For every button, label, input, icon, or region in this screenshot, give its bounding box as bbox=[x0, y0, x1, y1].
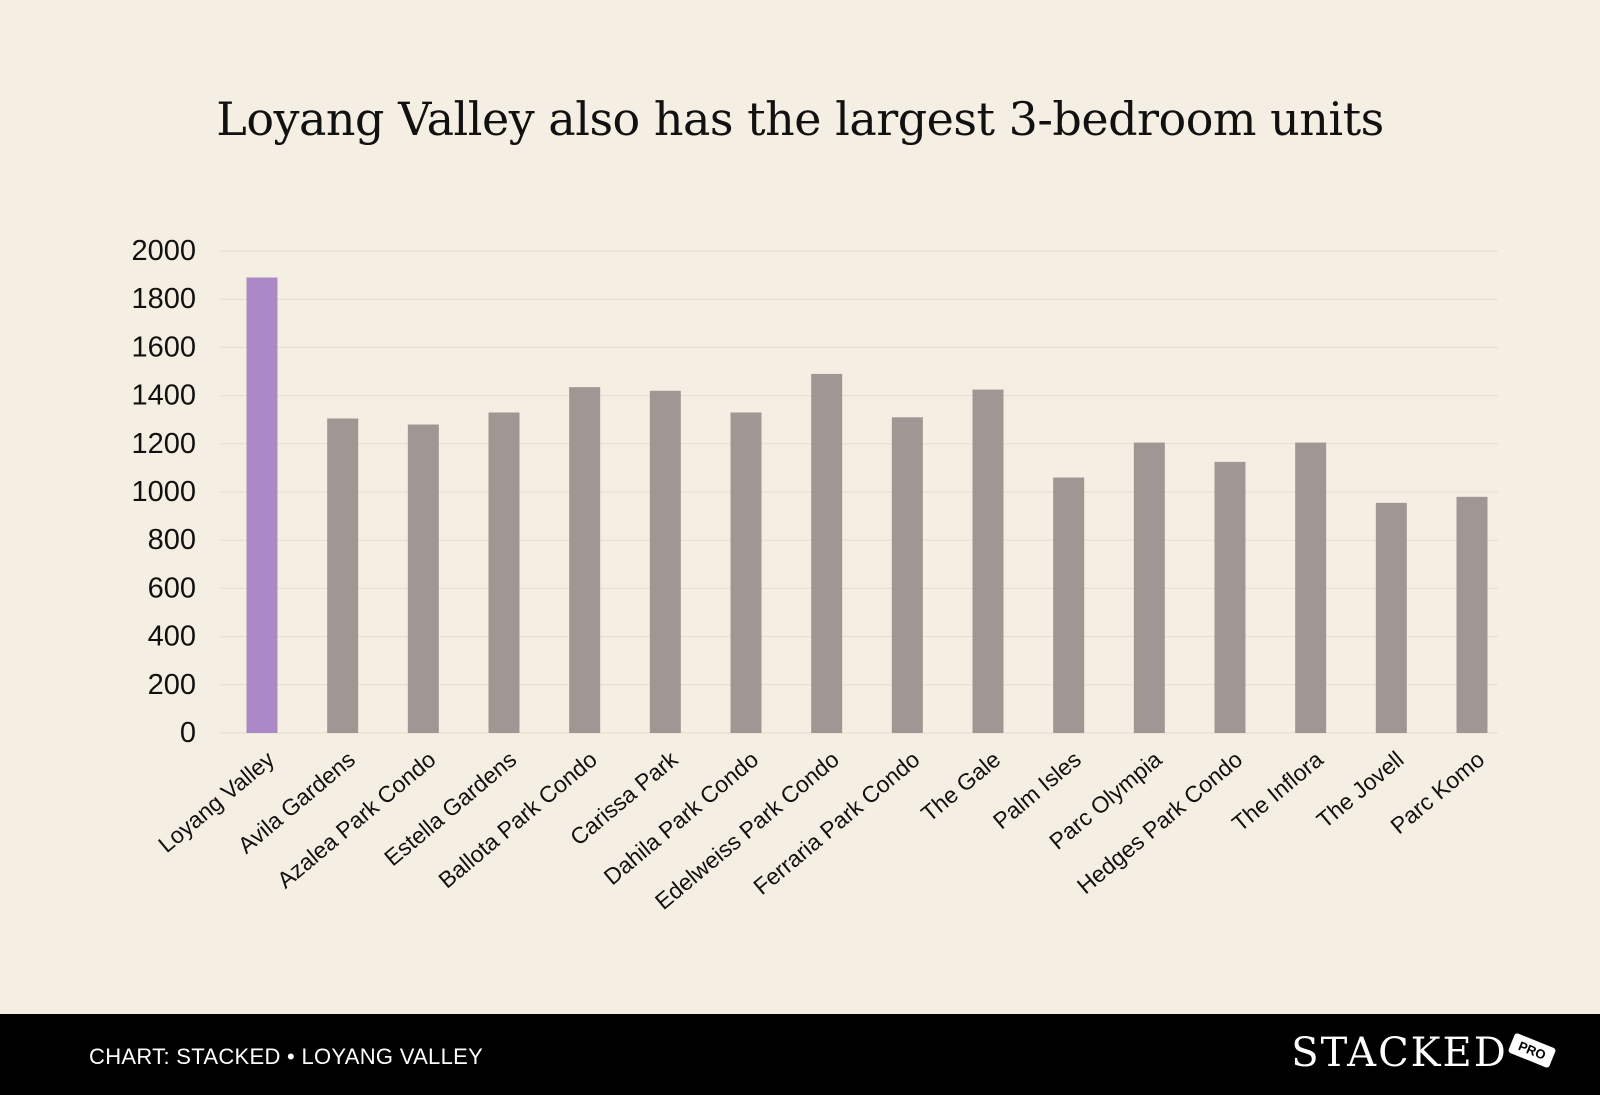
bars bbox=[246, 277, 1488, 733]
bar-ferraria-park-condo bbox=[891, 417, 923, 733]
pro-badge: PRO bbox=[1507, 1031, 1557, 1069]
logo-wordmark: STACKED bbox=[1291, 1030, 1508, 1076]
bar-edelweiss-park-condo bbox=[811, 373, 843, 733]
y-tick-label: 600 bbox=[148, 572, 196, 604]
bar-the-jovell bbox=[1375, 502, 1407, 733]
y-tick-label: 1800 bbox=[131, 283, 196, 315]
bar-avila-gardens bbox=[327, 418, 359, 733]
bar-the-gale bbox=[972, 389, 1004, 733]
y-axis-ticks: 0 200 400 600 800 1000 1200 1400 1600 1800 2000 bbox=[131, 235, 196, 749]
bar-parc-olympia bbox=[1133, 442, 1165, 733]
chart-title: Loyang Valley also has the largest 3-bed… bbox=[216, 92, 1384, 146]
bar-dahila-park-condo bbox=[730, 412, 762, 733]
y-tick-label: 400 bbox=[148, 621, 196, 653]
bar-chart: 0 200 400 600 800 1000 1200 1400 1600 1800 2000 Lo… bbox=[131, 235, 1498, 915]
bar-hedges-park-condo bbox=[1214, 461, 1246, 733]
footer-bar: CHART: STACKED • LOYANG VALLEY STACKED P… bbox=[0, 1014, 1600, 1095]
y-tick-label: 1400 bbox=[131, 380, 196, 412]
bar-estella-gardens bbox=[488, 412, 520, 733]
chart-credit: CHART: STACKED • LOYANG VALLEY bbox=[89, 1044, 484, 1069]
y-tick-label: 1600 bbox=[131, 331, 196, 363]
y-tick-label: 800 bbox=[148, 524, 196, 556]
bar-ballota-park-condo bbox=[569, 387, 601, 733]
y-tick-label: 1200 bbox=[131, 428, 196, 460]
bar-palm-isles bbox=[1053, 477, 1085, 733]
y-tick-label: 2000 bbox=[131, 235, 196, 267]
y-tick-label: 0 bbox=[180, 717, 196, 749]
y-tick-label: 1000 bbox=[131, 476, 196, 508]
bar-the-inflora bbox=[1295, 442, 1327, 733]
bar-carissa-park bbox=[649, 390, 681, 733]
stacked-logo: STACKED PRO bbox=[1291, 1028, 1557, 1078]
bar-parc-komo bbox=[1456, 496, 1488, 733]
x-tick-label: The Inflora bbox=[1227, 746, 1328, 837]
bar-loyang-valley bbox=[246, 277, 278, 733]
bar-azalea-park-condo bbox=[407, 424, 439, 733]
y-tick-label: 200 bbox=[148, 669, 196, 701]
